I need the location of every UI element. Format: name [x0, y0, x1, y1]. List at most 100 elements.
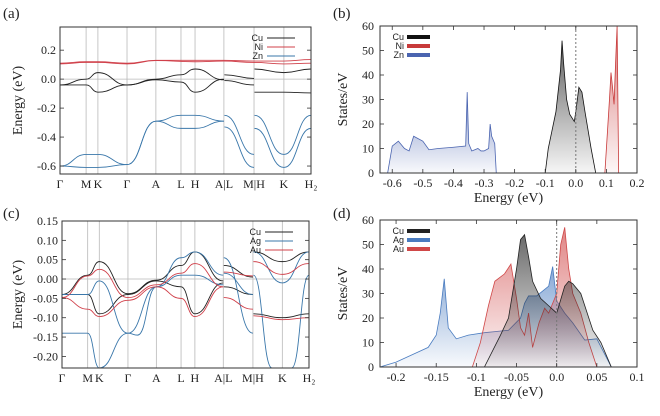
x-tick-label: K	[278, 371, 287, 385]
x-tick-label: M	[81, 177, 92, 191]
plot-frame	[379, 219, 638, 368]
panel-label: (b)	[333, 6, 351, 22]
y-axis-label: States/eV	[336, 267, 351, 321]
band-line-ni	[60, 60, 311, 65]
legend-label: Ni	[255, 42, 264, 52]
dos-areas	[387, 26, 620, 173]
band-line-cu	[62, 251, 224, 295]
x-tick-label: 0.1	[599, 176, 614, 190]
y-tick-label: 30	[362, 93, 374, 107]
x-tick-label: Γ	[59, 371, 66, 385]
dos-area-ni	[604, 26, 620, 173]
legend-label: Zn	[252, 51, 263, 61]
y-tick-label: -0.15	[33, 330, 58, 344]
y-tick-label: 60	[362, 19, 374, 33]
dos-areas	[380, 227, 612, 367]
y-axis-label: Energy (eV)	[11, 66, 26, 136]
band-line-ag	[291, 274, 309, 368]
x-tick-label: -0.4	[444, 176, 463, 190]
y-tick-label: 10	[362, 142, 374, 156]
x-tick-label: M	[82, 371, 93, 385]
legend-label: Zn	[393, 50, 404, 60]
band-line-cu	[223, 265, 253, 278]
y-tick-label: 30	[362, 287, 374, 301]
x-tick-label: M|H	[242, 371, 264, 385]
legend-swatch	[407, 229, 430, 233]
y-tick-label: 50	[362, 44, 374, 58]
x-tick-label: Γ	[124, 177, 131, 191]
panel-label: (a)	[3, 6, 20, 22]
legend-label: Cu	[392, 32, 404, 42]
x-tick-label: -0.2	[505, 176, 524, 190]
y-tick-label: 0.2	[41, 43, 56, 57]
y-tick-label: 20	[362, 311, 374, 325]
band-line-ag	[253, 274, 273, 368]
y-tick-label: -0.2	[37, 101, 56, 115]
band-line-cu	[62, 280, 224, 315]
bands	[60, 59, 311, 168]
band-line-ag	[253, 251, 309, 284]
x-tick-label: H	[191, 177, 200, 191]
band-line-cu	[254, 91, 311, 94]
x-tick-label: 0.1	[630, 370, 645, 384]
band-line-au	[223, 271, 253, 277]
band-line-au	[253, 315, 309, 321]
plot-frame	[59, 26, 312, 175]
band-line-cu	[253, 251, 309, 263]
band-line-cu	[253, 313, 309, 319]
legend-swatch	[407, 44, 430, 48]
legend-label: Ag	[393, 235, 404, 245]
x-tick-label: 0.0	[568, 176, 583, 190]
y-tick-label: 0.05	[37, 253, 58, 267]
dos-panel-d: (d) -0.2 -0.15 -0.1 -0.05 0.0 0.05 0.1 Energy (e…	[333, 206, 645, 400]
x-tick-label: Γ	[57, 177, 64, 191]
legend-label: Cu	[249, 227, 261, 237]
band-line-zn	[224, 114, 255, 155]
bands	[62, 251, 309, 368]
y-tick-label: -0.6	[37, 159, 56, 173]
y-tick-label: 0.0	[41, 72, 56, 86]
y-tick-label: 0.00	[37, 272, 58, 286]
x-tick-label: L	[177, 371, 184, 385]
x-tick-label: -0.5	[413, 176, 432, 190]
band-line-zn	[254, 127, 311, 168]
band-line-ag	[223, 257, 254, 334]
legend-swatch	[407, 247, 430, 251]
legend-label: Au	[393, 244, 404, 254]
x-tick-label: H₂	[303, 371, 316, 385]
x-tick-label: -0.05	[504, 370, 529, 384]
y-tick-label: -0.20	[33, 349, 58, 363]
band-line-zn	[60, 120, 224, 168]
x-tick-label: K	[280, 177, 289, 191]
y-tick-label: 40	[362, 262, 374, 276]
y-axis-label: States/eV	[336, 73, 351, 127]
x-tick-label: 0.05	[586, 370, 607, 384]
legend-label: Ag	[250, 236, 261, 246]
dos-area-cu	[544, 40, 597, 173]
y-tick-label: -0.10	[33, 311, 58, 325]
band-line-cu	[224, 80, 255, 86]
legend-swatch	[407, 238, 430, 242]
x-tick-label: 0.0	[549, 370, 564, 384]
x-tick-label: Γ	[124, 371, 131, 385]
y-tick-label: 0.15	[37, 214, 58, 228]
x-tick-label: A	[152, 177, 161, 191]
band-line-cu	[60, 78, 224, 93]
band-line-ni	[60, 59, 311, 64]
dos-area-zn	[387, 92, 497, 173]
x-tick-label: M|H	[243, 177, 265, 191]
x-axis-label: Energy (eV)	[474, 191, 544, 206]
y-tick-label: -0.4	[37, 130, 56, 144]
x-tick-label: A	[152, 371, 161, 385]
y-tick-label: 50	[362, 238, 374, 252]
x-tick-label: L	[177, 177, 184, 191]
x-tick-label: K	[95, 371, 104, 385]
x-tick-label: A|L	[215, 177, 233, 191]
x-tick-label: A|L	[214, 371, 232, 385]
x-tick-label: -0.2	[387, 370, 406, 384]
x-tick-label: -0.6	[383, 176, 402, 190]
x-axis-label: Energy (eV)	[474, 385, 544, 400]
band-line-ag	[62, 251, 224, 336]
legend-label: Cu	[392, 226, 404, 236]
